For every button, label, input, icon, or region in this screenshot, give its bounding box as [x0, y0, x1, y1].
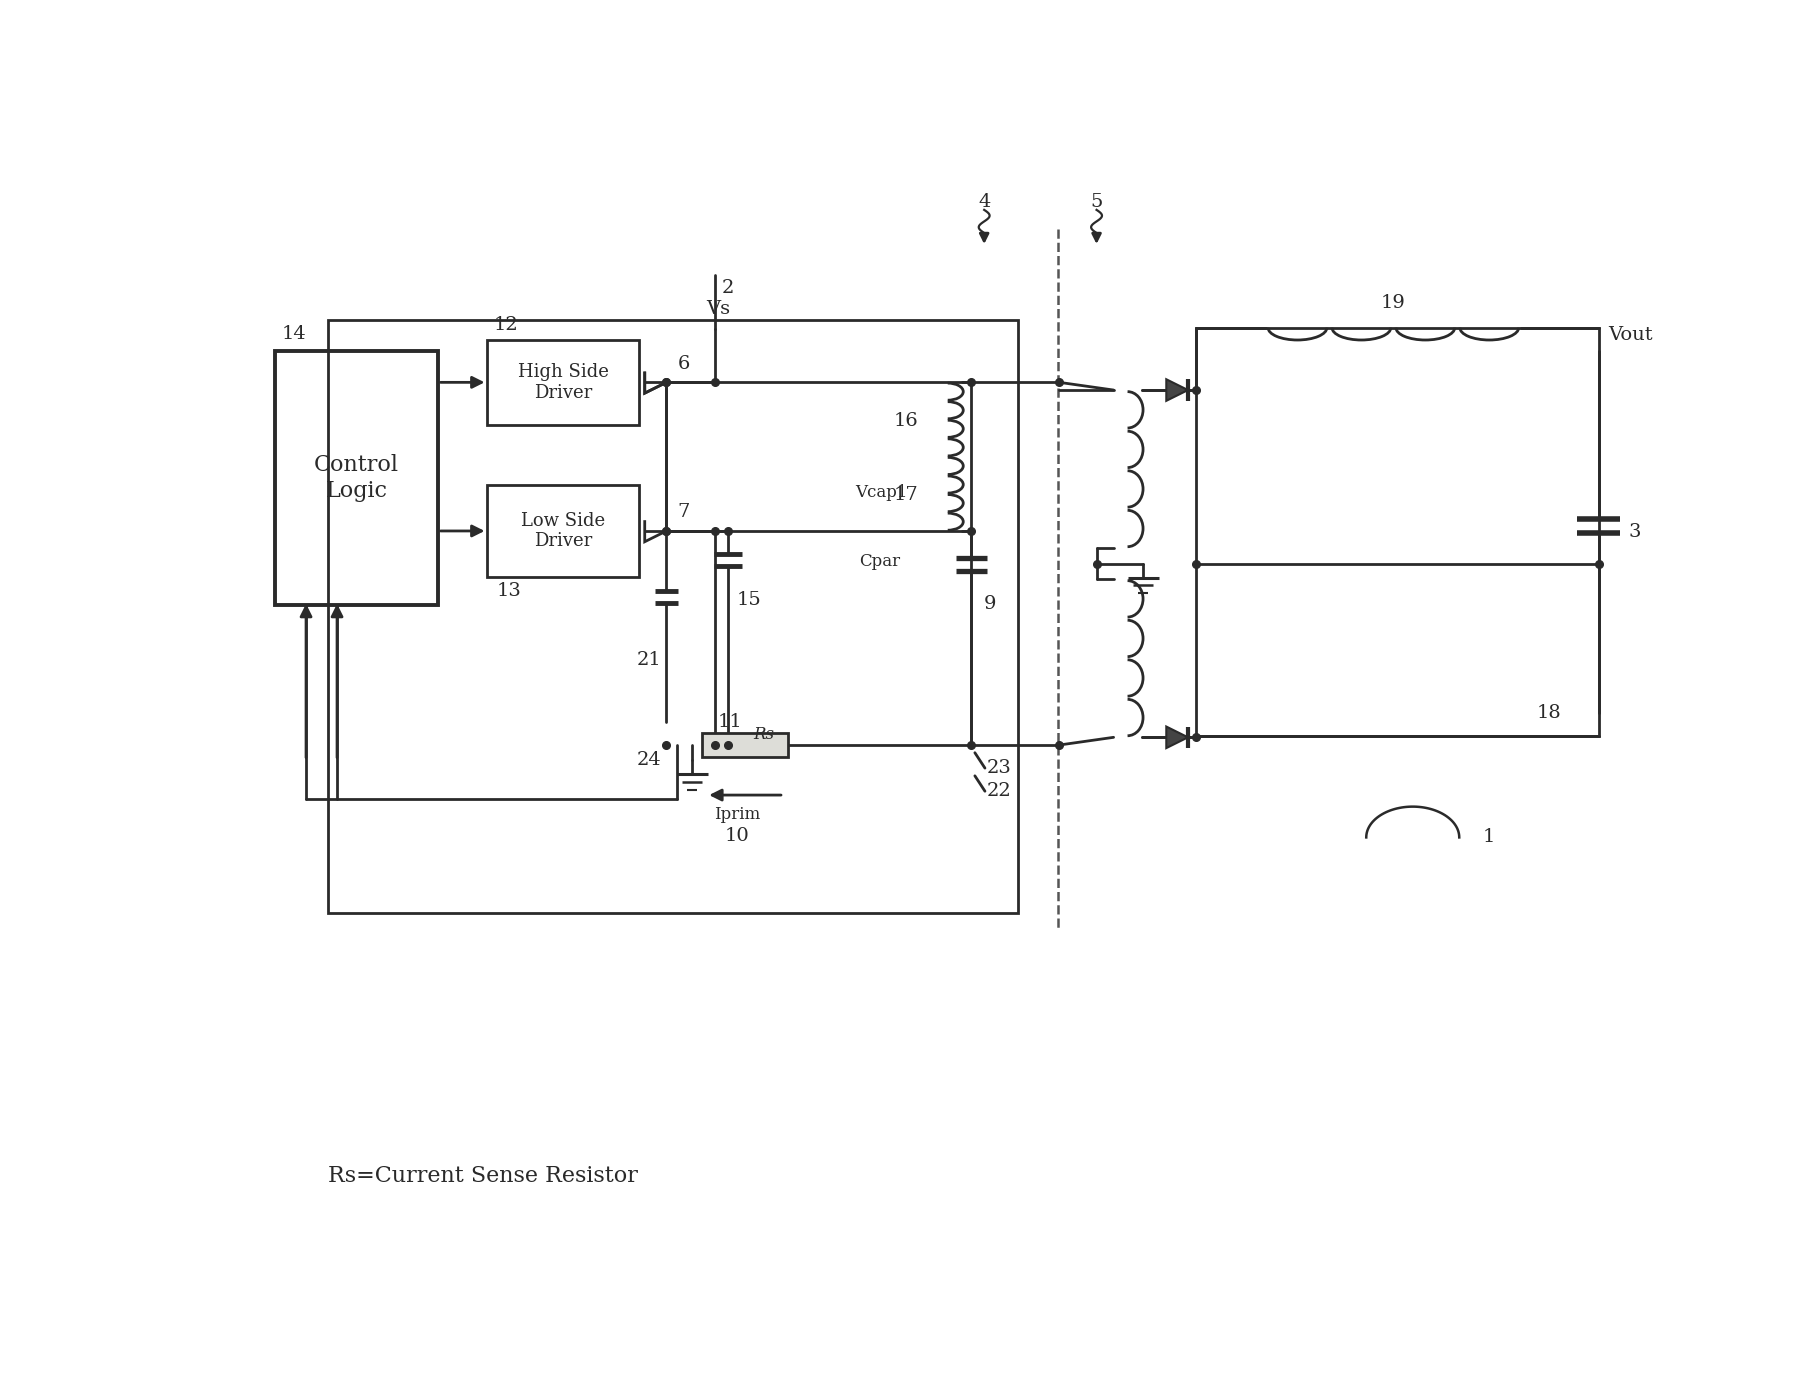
Text: Cpar: Cpar [859, 553, 899, 570]
Text: 11: 11 [717, 713, 743, 732]
Text: 13: 13 [498, 582, 521, 600]
Text: Vout: Vout [1607, 327, 1653, 345]
Text: Rs=Current Sense Resistor: Rs=Current Sense Resistor [327, 1166, 637, 1187]
Text: 17: 17 [893, 486, 919, 504]
Text: 4: 4 [979, 193, 990, 211]
Text: Rs: Rs [754, 726, 774, 743]
Text: 3: 3 [1629, 522, 1640, 540]
Text: Vcap1: Vcap1 [855, 484, 908, 501]
Polygon shape [1166, 726, 1188, 748]
Text: 1: 1 [1482, 828, 1495, 846]
Text: 10: 10 [725, 826, 750, 845]
Text: 6: 6 [677, 355, 690, 373]
Text: Low Side
Driver: Low Side Driver [521, 511, 605, 550]
Text: Control
Logic: Control Logic [314, 454, 400, 501]
Text: 5: 5 [1090, 193, 1102, 211]
Text: Vs: Vs [706, 300, 730, 318]
Text: High Side
Driver: High Side Driver [518, 363, 608, 402]
Bar [487, 484, 639, 577]
Text: 22: 22 [986, 782, 1012, 800]
Text: 19: 19 [1380, 295, 1406, 313]
Bar [703, 733, 788, 757]
Bar [274, 350, 438, 604]
Bar [327, 320, 1017, 913]
Text: 12: 12 [494, 315, 518, 334]
Text: 16: 16 [893, 412, 919, 430]
Text: Iprim: Iprim [714, 805, 761, 822]
Text: 24: 24 [636, 751, 661, 769]
Bar [1195, 328, 1598, 736]
Text: 2: 2 [721, 279, 734, 296]
Text: 9: 9 [984, 595, 995, 613]
Bar [487, 341, 639, 424]
Text: 18: 18 [1536, 704, 1562, 722]
Text: 23: 23 [986, 759, 1012, 778]
Text: 21: 21 [637, 652, 661, 669]
Text: 14: 14 [281, 325, 307, 343]
Polygon shape [1166, 380, 1188, 401]
Text: 7: 7 [677, 504, 690, 522]
Text: 15: 15 [735, 592, 761, 609]
